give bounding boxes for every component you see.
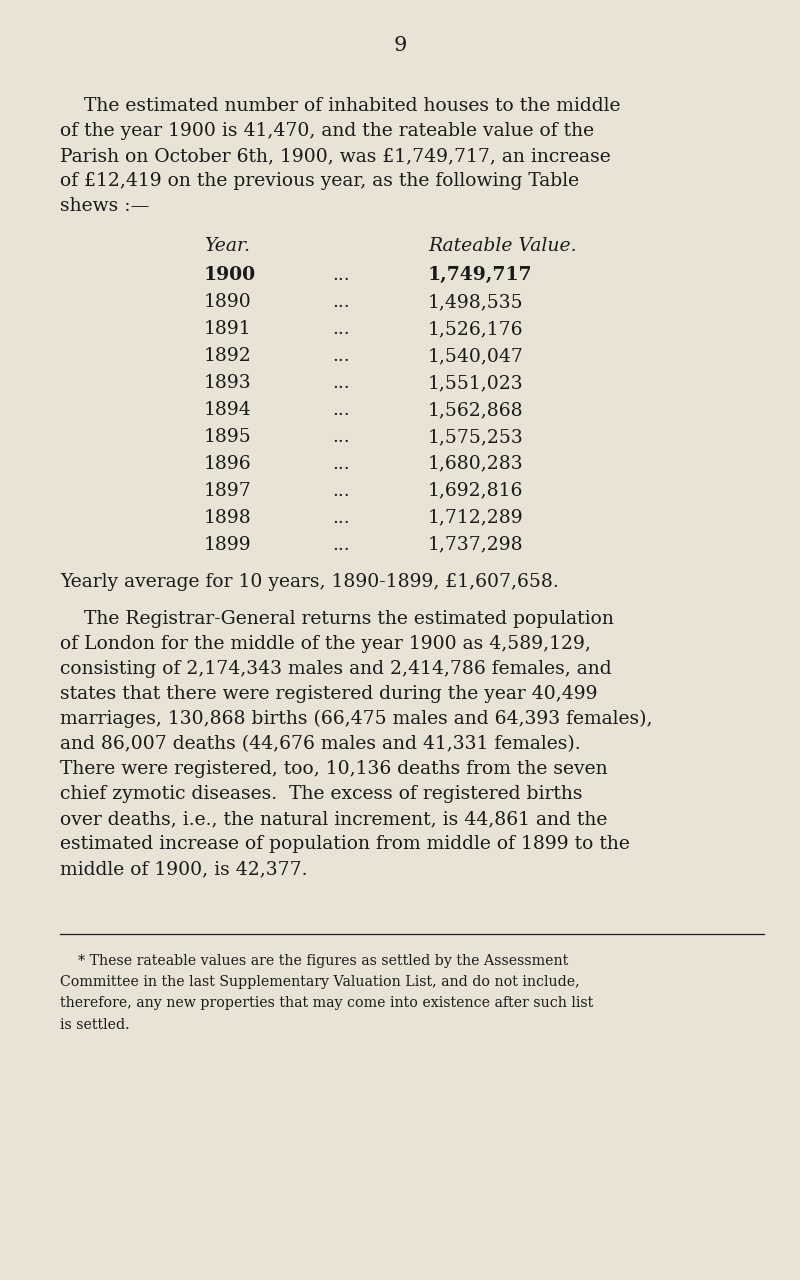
Text: 1898: 1898 [204, 508, 252, 527]
Text: Yearly average for 10 years, 1890-1899, £1,607,658.: Yearly average for 10 years, 1890-1899, … [60, 573, 558, 591]
Text: over deaths, i.e., the natural increment, is 44,861 and the: over deaths, i.e., the natural increment… [60, 810, 607, 828]
Text: 1,526,176: 1,526,176 [428, 320, 523, 338]
Text: middle of 1900, is 42,377.: middle of 1900, is 42,377. [60, 860, 307, 878]
Text: 1,551,023: 1,551,023 [428, 374, 524, 392]
Text: 1890: 1890 [204, 293, 252, 311]
Text: ...: ... [332, 536, 350, 554]
Text: ...: ... [332, 374, 350, 392]
Text: 1,680,283: 1,680,283 [428, 454, 524, 472]
Text: ...: ... [332, 428, 350, 445]
Text: * These rateable values are the figures as settled by the Assessment: * These rateable values are the figures … [60, 954, 568, 968]
Text: 1891: 1891 [204, 320, 252, 338]
Text: marriages, 130,868 births (66,475 males and 64,393 females),: marriages, 130,868 births (66,475 males … [60, 710, 653, 728]
Text: ...: ... [332, 401, 350, 419]
Text: 1896: 1896 [204, 454, 252, 472]
Text: 1,692,816: 1,692,816 [428, 481, 523, 499]
Text: states that there were registered during the year 40,499: states that there were registered during… [60, 685, 598, 703]
Text: 1895: 1895 [204, 428, 252, 445]
Text: 9: 9 [394, 36, 406, 55]
Text: of £12,419 on the previous year, as the following Table: of £12,419 on the previous year, as the … [60, 172, 579, 191]
Text: The estimated number of inhabited houses to the middle: The estimated number of inhabited houses… [60, 97, 621, 115]
Text: 1,498,535: 1,498,535 [428, 293, 524, 311]
Text: ...: ... [332, 508, 350, 527]
Text: shews :—: shews :— [60, 197, 150, 215]
Text: Parish on October 6th, 1900, was £1,749,717, an increase: Parish on October 6th, 1900, was £1,749,… [60, 147, 610, 165]
Text: of London for the middle of the year 1900 as 4,589,129,: of London for the middle of the year 190… [60, 635, 591, 653]
Text: ...: ... [332, 293, 350, 311]
Text: 1,562,868: 1,562,868 [428, 401, 524, 419]
Text: 1900: 1900 [204, 266, 256, 284]
Text: ...: ... [332, 481, 350, 499]
Text: is settled.: is settled. [60, 1018, 130, 1032]
Text: 1,575,253: 1,575,253 [428, 428, 524, 445]
Text: 1893: 1893 [204, 374, 252, 392]
Text: of the year 1900 is 41,470, and the rateable value of the: of the year 1900 is 41,470, and the rate… [60, 122, 594, 141]
Text: chief zymotic diseases.  The excess of registered births: chief zymotic diseases. The excess of re… [60, 785, 582, 803]
Text: and 86,007 deaths (44,676 males and 41,331 females).: and 86,007 deaths (44,676 males and 41,3… [60, 735, 581, 753]
Text: therefore, any new properties that may come into existence after such list: therefore, any new properties that may c… [60, 996, 594, 1010]
Text: There were registered, too, 10,136 deaths from the seven: There were registered, too, 10,136 death… [60, 760, 608, 778]
Text: ...: ... [332, 347, 350, 365]
Text: 1,540,047: 1,540,047 [428, 347, 524, 365]
Text: 1,749,717: 1,749,717 [428, 266, 533, 284]
Text: Committee in the last Supplementary Valuation List, and do not include,: Committee in the last Supplementary Valu… [60, 975, 580, 989]
Text: Rateable Value.: Rateable Value. [428, 237, 577, 256]
Text: 1,712,289: 1,712,289 [428, 508, 524, 527]
Text: 1892: 1892 [204, 347, 252, 365]
Text: ...: ... [332, 320, 350, 338]
Text: 1897: 1897 [204, 481, 252, 499]
Text: ...: ... [332, 266, 350, 284]
Text: estimated increase of population from middle of 1899 to the: estimated increase of population from mi… [60, 835, 630, 852]
Text: consisting of 2,174,343 males and 2,414,786 females, and: consisting of 2,174,343 males and 2,414,… [60, 660, 612, 678]
Text: ...: ... [332, 454, 350, 472]
Text: 1,737,298: 1,737,298 [428, 536, 524, 554]
Text: 1899: 1899 [204, 536, 252, 554]
Text: Year.: Year. [204, 237, 250, 256]
Text: The Registrar-General returns the estimated population: The Registrar-General returns the estima… [60, 611, 614, 628]
Text: 1894: 1894 [204, 401, 252, 419]
